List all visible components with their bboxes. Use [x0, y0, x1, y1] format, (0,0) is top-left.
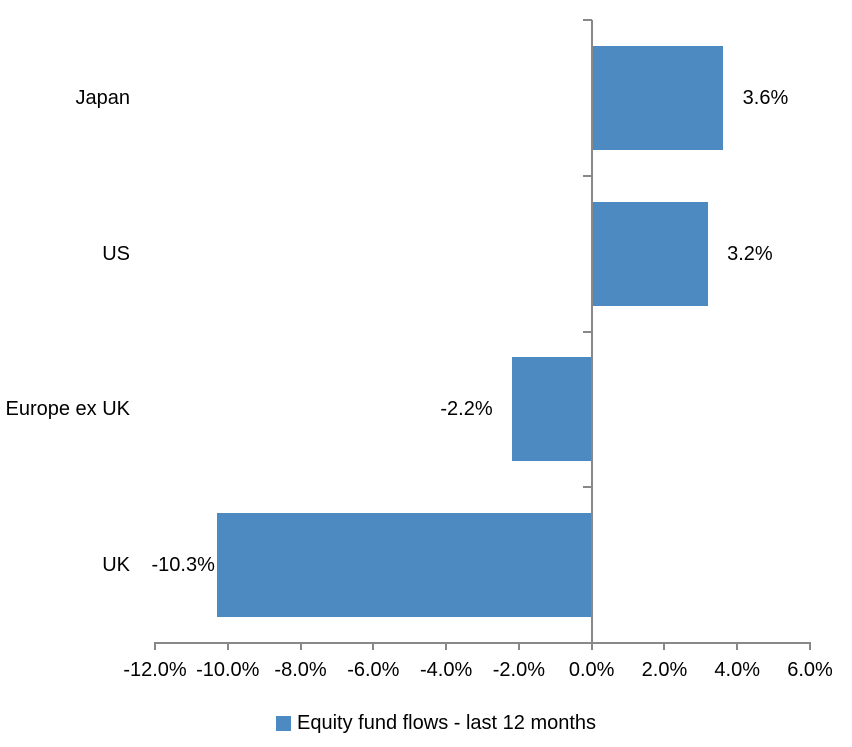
category-label-us: US [102, 242, 130, 265]
value-axis-tick [663, 643, 666, 650]
category-axis-tick [582, 19, 592, 21]
x-tick-label: 0.0% [568, 659, 615, 681]
x-tick-label: 2.0% [641, 659, 688, 681]
data-label-uk: -10.3% [151, 554, 215, 577]
x-tick-label: -6.0% [347, 659, 400, 681]
value-axis-tick [372, 643, 375, 650]
x-tick-label: 4.0% [714, 659, 761, 681]
legend-label: Equity fund flows - last 12 months [297, 712, 597, 734]
value-axis-line [154, 642, 811, 644]
data-label-japan: 3.6% [742, 86, 789, 109]
value-axis-tick [590, 643, 593, 650]
bar-uk [216, 513, 592, 618]
legend-swatch [276, 715, 291, 731]
data-label-europe-ex-uk: -2.2% [440, 398, 493, 421]
value-axis-tick [445, 643, 448, 650]
bar-us [591, 201, 709, 306]
x-tick-label: -4.0% [419, 659, 473, 681]
value-axis-tick [809, 643, 811, 650]
data-label-us: 3.2% [727, 242, 773, 265]
bar-europe-ex-uk [511, 357, 592, 462]
category-axis-tick [582, 330, 592, 333]
value-axis-tick [226, 643, 229, 650]
category-label-japan: Japan [75, 86, 131, 109]
legend: Equity fund flows - last 12 months [276, 712, 596, 734]
x-tick-label: -10.0% [196, 659, 260, 681]
category-label-europe-ex-uk: Europe ex UK [5, 398, 130, 421]
value-axis-tick [299, 643, 302, 650]
category-axis-tick [582, 486, 592, 489]
value-axis-tick [154, 643, 156, 650]
value-axis-tick [517, 643, 520, 650]
x-tick-label: -12.0% [123, 659, 187, 681]
value-axis-tick [736, 643, 739, 650]
x-tick-label: 6.0% [787, 659, 833, 681]
category-label-uk: UK [102, 554, 130, 577]
x-tick-label: -2.0% [492, 659, 545, 681]
category-axis-tick [582, 174, 592, 177]
category-axis-line [590, 20, 593, 644]
x-tick-label: -8.0% [274, 659, 327, 681]
bar-japan [591, 45, 723, 150]
